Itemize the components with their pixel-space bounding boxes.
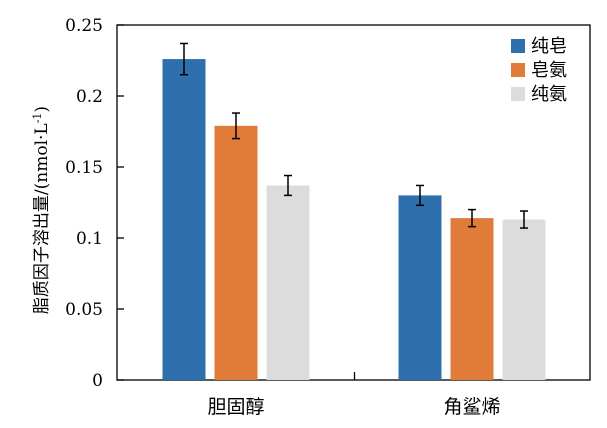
y-tick-label: 0.05 <box>65 300 103 320</box>
legend-swatch <box>511 39 525 53</box>
legend-item: 皂氨 <box>511 60 567 81</box>
error-bar <box>180 42 188 76</box>
y-tick-label: 0.1 <box>76 229 103 249</box>
bar-series <box>162 59 546 381</box>
bar <box>162 59 206 381</box>
y-axis-title-text: 脂质因子溶出量/(nmol·L <box>32 123 52 314</box>
x-axis-categories: 胆固醇 角鲨烯 <box>207 396 500 418</box>
legend-label: 纯氨 <box>531 84 567 105</box>
legend-item: 纯皂 <box>511 36 567 57</box>
svg-text:脂质因子溶出量/(nmol·L-1): 脂质因子溶出量/(nmol·L-1) <box>31 106 53 314</box>
y-axis-title-close: ) <box>32 106 52 113</box>
error-bar <box>232 112 240 140</box>
error-bar <box>468 208 476 228</box>
y-axis-title-superscript: -1 <box>31 113 44 124</box>
x-category-label: 胆固醇 <box>207 396 264 418</box>
legend-label: 纯皂 <box>531 36 567 57</box>
y-tick-label: 0.25 <box>65 16 103 36</box>
x-category-label: 角鲨烯 <box>443 396 500 418</box>
legend-swatch <box>511 87 525 101</box>
y-axis-ticks: 0 0.05 0.1 0.15 0.2 0.25 <box>65 16 124 391</box>
bar <box>214 125 258 380</box>
bar <box>266 185 310 380</box>
y-tick-label: 0.15 <box>65 158 103 178</box>
y-axis-title: 脂质因子溶出量/(nmol·L-1) <box>31 106 53 314</box>
plot-border <box>116 24 591 381</box>
bar <box>502 219 546 380</box>
y-tick-label: 0.2 <box>76 87 103 107</box>
legend-swatch <box>511 63 525 77</box>
error-bar <box>284 174 292 197</box>
legend-item: 纯氨 <box>511 84 567 105</box>
error-bar <box>520 210 528 229</box>
y-tick-label: 0 <box>92 371 103 391</box>
bar <box>450 218 494 380</box>
bar <box>398 195 442 380</box>
error-bars <box>180 42 528 229</box>
legend-label: 皂氨 <box>531 60 567 81</box>
plot-frame <box>116 24 591 381</box>
error-bar <box>416 184 424 207</box>
